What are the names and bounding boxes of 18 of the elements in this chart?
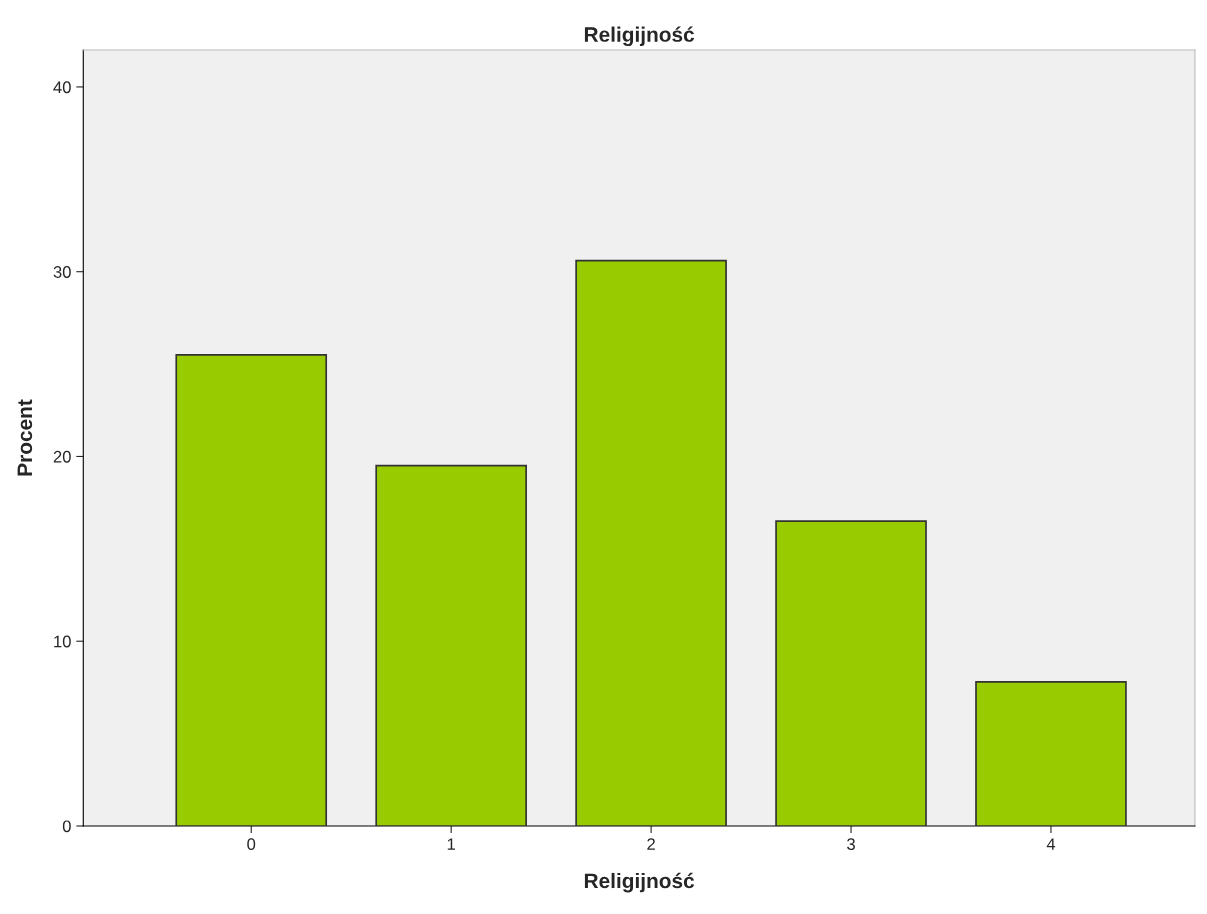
y-tick-label: 0	[62, 820, 71, 833]
x-tick-label: 2	[647, 838, 655, 850]
y-tick-label: 30	[53, 266, 71, 278]
bar	[775, 520, 927, 826]
x-tick-label: 4	[1046, 838, 1056, 850]
x-tick-label: 3	[847, 838, 855, 851]
y-axis-title: Procent	[17, 399, 33, 476]
bar	[175, 354, 328, 826]
chart-title: Religijność	[584, 26, 695, 47]
bar	[375, 464, 527, 826]
x-tick-label: 1	[447, 838, 455, 850]
y-tick-label: 20	[53, 450, 71, 463]
bar	[975, 681, 1127, 826]
bar	[575, 259, 727, 826]
x-tick-label: 0	[247, 838, 256, 851]
y-tick-label: 10	[54, 635, 71, 648]
y-tick-label: 40	[53, 81, 71, 94]
x-axis-title: Religijność	[584, 872, 695, 893]
